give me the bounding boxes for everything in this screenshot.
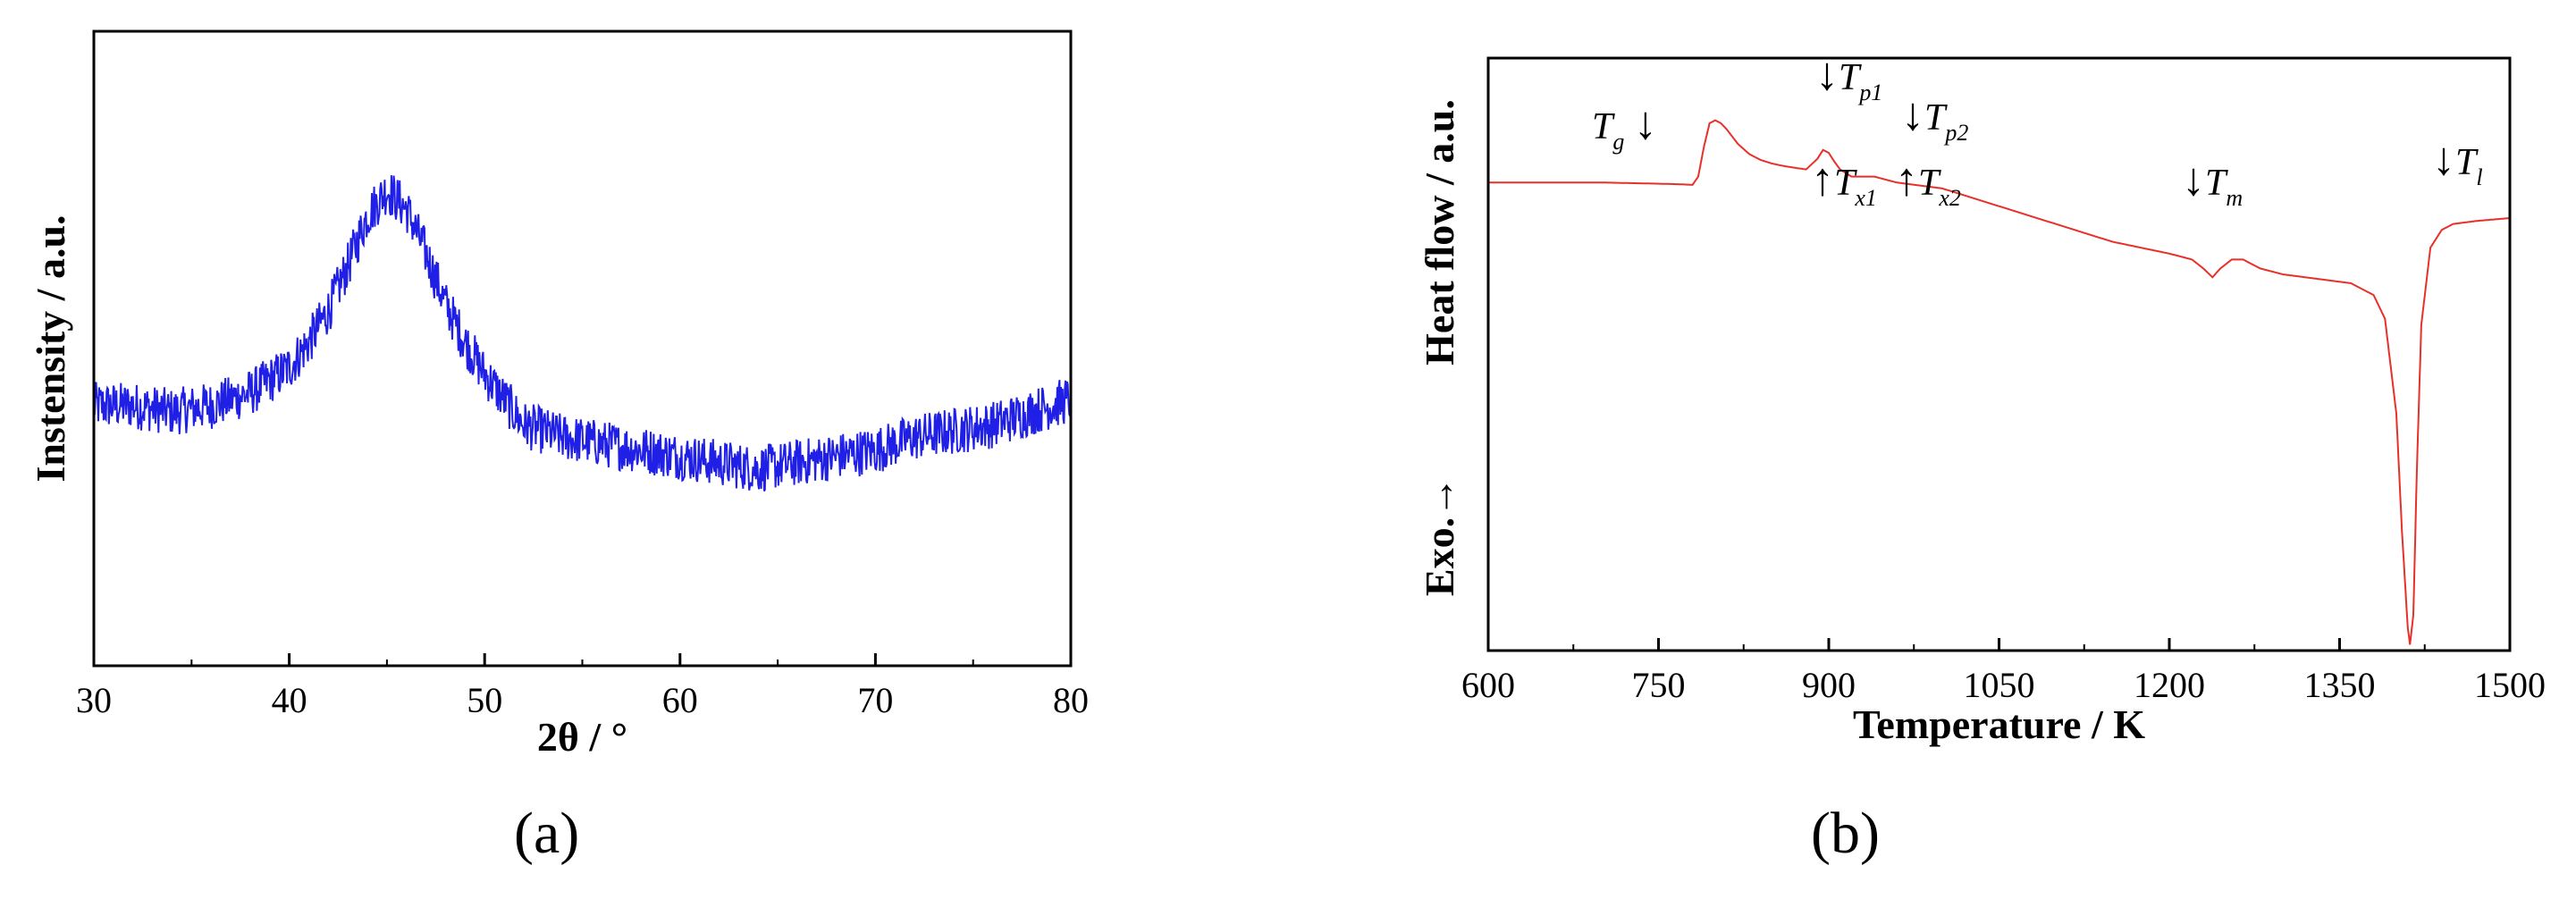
x-tick-label: 600: [1461, 665, 1515, 705]
xrd-series-line: [93, 175, 1072, 492]
x-tick-label: 70: [857, 680, 893, 720]
x-axis-title: Temperature / K: [1853, 702, 2145, 747]
dsc-chart: 600 750 900 1050 1200 1350 1500 Tg ↓ ↓Tp1 ↑Tx1 ↓T…: [1417, 49, 2546, 747]
x-axis-ticks: [92, 653, 1073, 666]
x-tick-label: 750: [1632, 665, 1686, 705]
dsc-series-line: [1488, 119, 2511, 645]
xrd-chart: 30 40 50 60 70 80 2θ / ° Instensity / a.u.: [28, 29, 1089, 760]
x-tick-label: 30: [76, 680, 112, 720]
panel-a-label: (a): [514, 801, 580, 866]
x-tick-label: 1050: [1964, 665, 2035, 705]
x-tick-label: 80: [1053, 680, 1089, 720]
annotation-tm: ↓Tm: [2182, 155, 2243, 211]
x-axis-title: 2θ / °: [537, 714, 627, 760]
x-tick-label: 60: [662, 680, 698, 720]
annotation-tp1: ↓Tp1: [1815, 49, 1882, 105]
transition-annotations: Tg ↓ ↓Tp1 ↑Tx1 ↓Tp2 ↑Tx2 ↓Tm ↓Tl: [1592, 49, 2483, 211]
y-axis-title: Instensity / a.u.: [28, 214, 73, 482]
x-tick-label: 40: [272, 680, 307, 720]
annotation-tl: ↓Tl: [2432, 134, 2483, 190]
x-tick-label: 900: [1802, 665, 1856, 705]
annotation-tg: Tg ↓: [1592, 98, 1657, 155]
annotation-tx2: ↑Tx2: [1895, 155, 1961, 211]
annotation-tx1: ↑Tx1: [1811, 155, 1877, 211]
x-axis-tick-labels: 600 750 900 1050 1200 1350 1500: [1461, 665, 2546, 705]
x-axis-ticks: [1486, 638, 2512, 651]
y-axis-title: Heat flow / a.u.: [1417, 99, 1462, 365]
plot-frame: [1486, 56, 2512, 652]
x-axis-tick-labels: 30 40 50 60 70 80: [76, 680, 1089, 720]
x-tick-label: 1500: [2474, 665, 2546, 705]
x-tick-label: 1200: [2134, 665, 2205, 705]
x-tick-label: 1350: [2304, 665, 2376, 705]
panel-b-label: (b): [1811, 801, 1880, 866]
annotation-tp2: ↓Tp2: [1901, 89, 1968, 146]
panel-b: 600 750 900 1050 1200 1350 1500 Tg ↓ ↓Tp1 ↑Tx1 ↓T…: [1288, 0, 2576, 899]
plot-frame: [92, 29, 1073, 668]
panel-a: 30 40 50 60 70 80 2θ / ° Instensity / a.u. (a…: [28, 29, 1089, 866]
x-tick-label: 50: [467, 680, 502, 720]
exo-direction-label: Exo.→: [1417, 476, 1462, 596]
